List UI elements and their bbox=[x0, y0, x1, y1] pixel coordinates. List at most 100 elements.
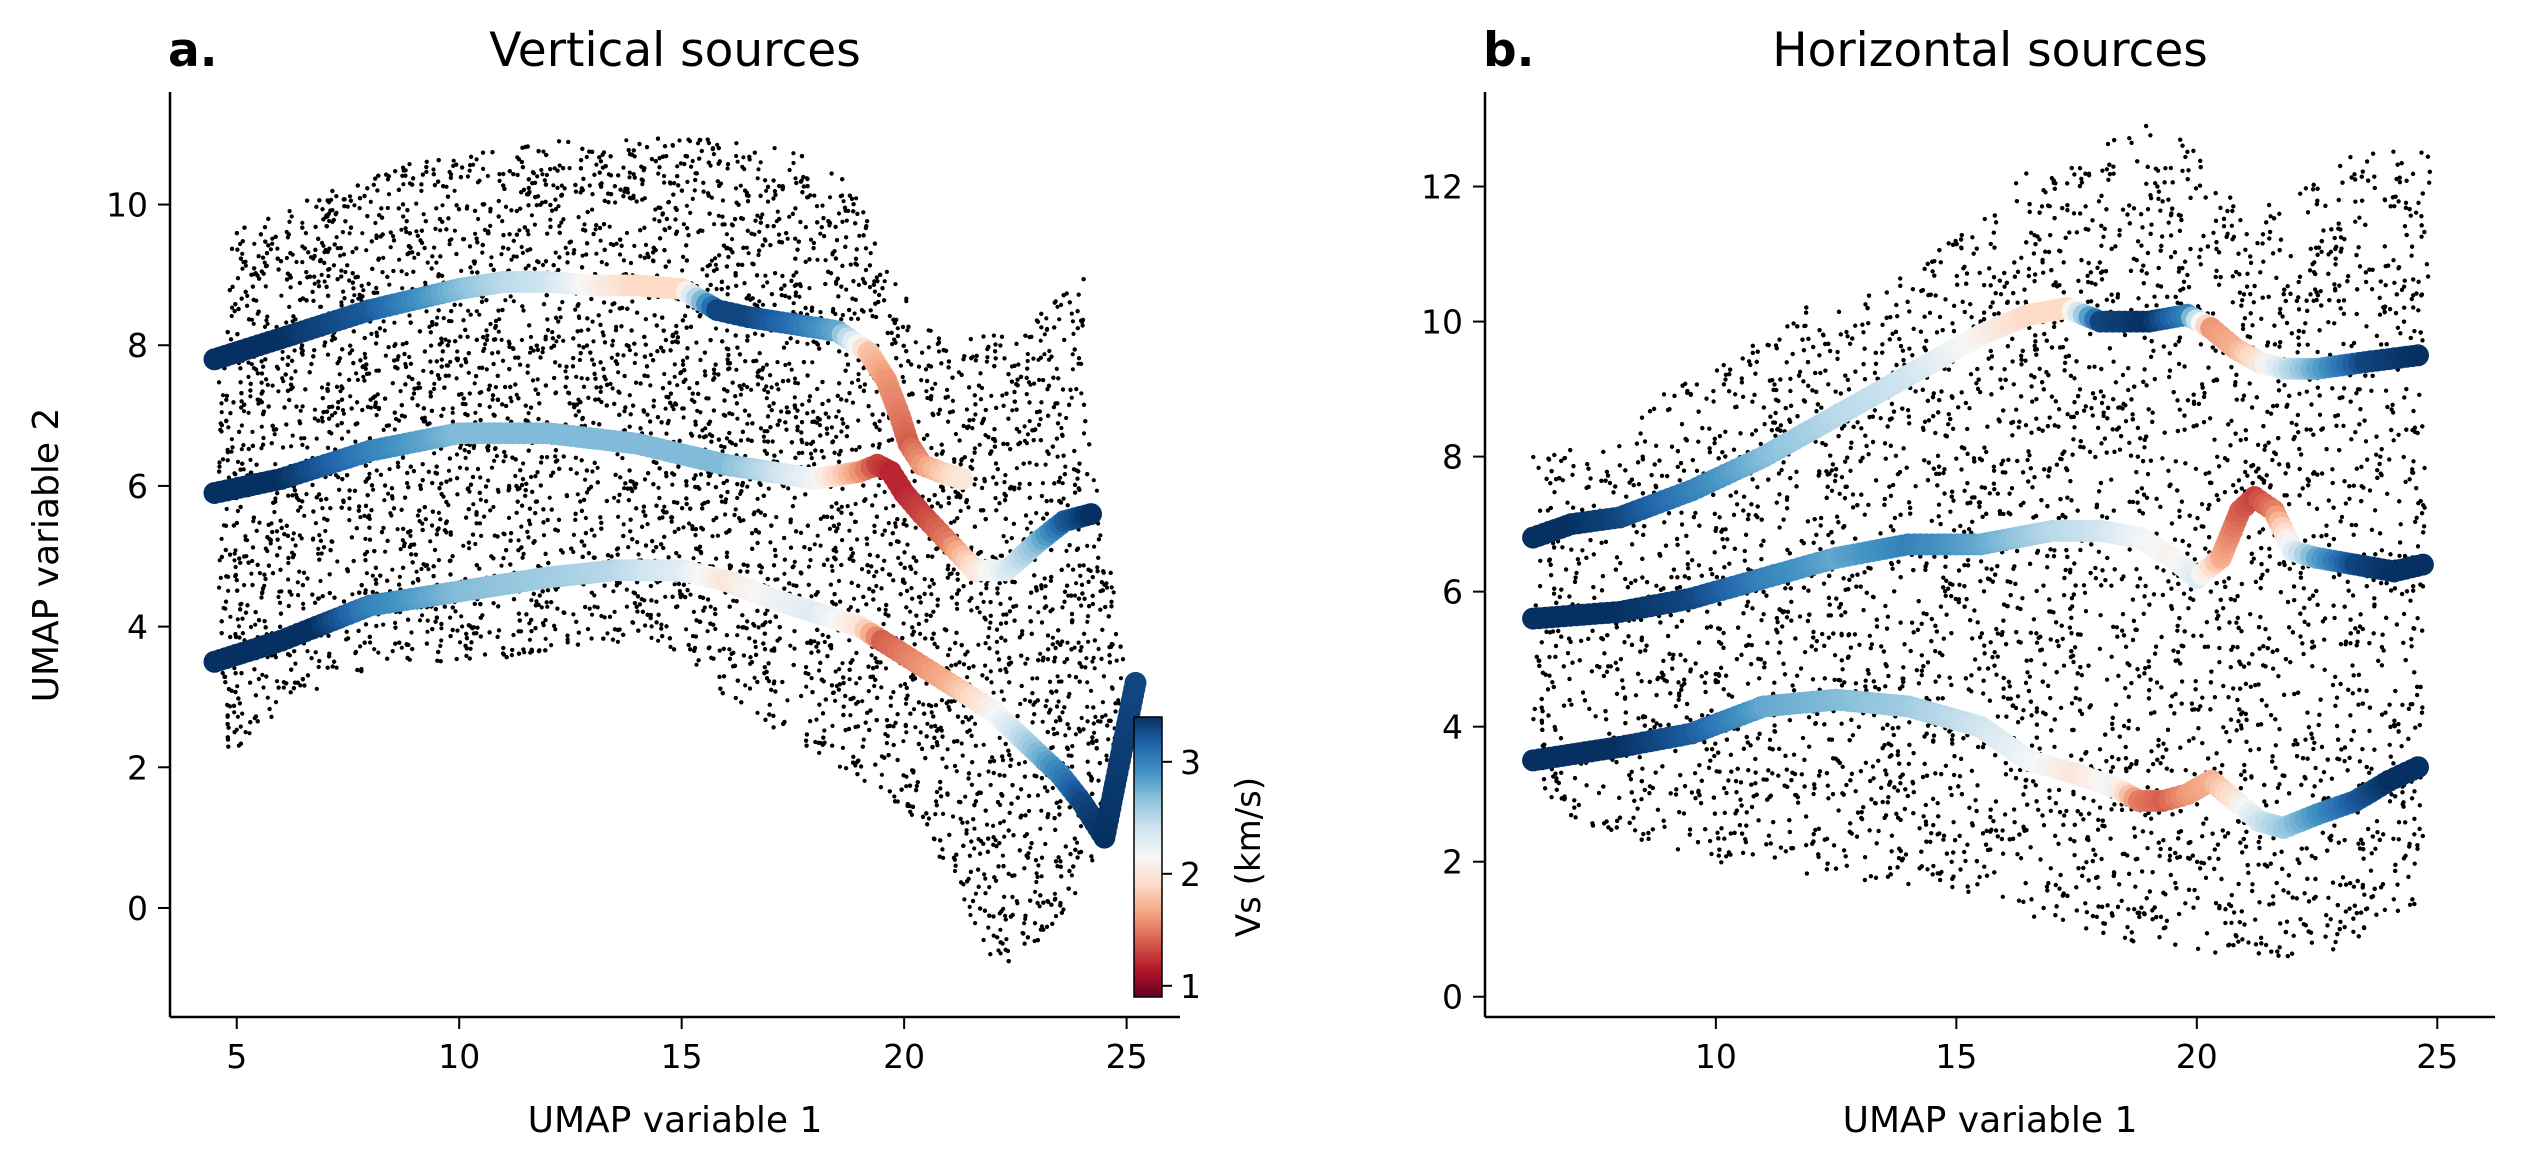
cloud-point bbox=[955, 606, 960, 612]
cloud-point bbox=[624, 587, 629, 592]
cloud-point bbox=[300, 260, 305, 265]
cloud-point bbox=[746, 251, 751, 256]
cloud-point bbox=[814, 204, 820, 209]
cloud-point bbox=[496, 308, 501, 313]
cloud-point bbox=[876, 445, 881, 450]
cloud-point bbox=[690, 158, 695, 164]
cloud-point bbox=[950, 398, 956, 403]
cloud-point bbox=[545, 455, 550, 460]
cloud-point bbox=[905, 328, 910, 333]
cloud-point bbox=[745, 619, 750, 624]
cloud-point bbox=[688, 210, 693, 215]
cloud-point bbox=[869, 653, 874, 658]
cloud-point bbox=[417, 519, 422, 524]
cloud-point bbox=[856, 378, 861, 383]
cloud-point bbox=[847, 677, 852, 682]
cloud-point bbox=[836, 522, 842, 527]
cloud-point bbox=[1000, 758, 1006, 763]
cloud-point bbox=[362, 378, 367, 383]
cloud-point bbox=[334, 665, 339, 670]
cloud-point bbox=[874, 275, 879, 280]
cloud-point bbox=[1031, 356, 1036, 361]
cloud-point bbox=[519, 244, 524, 250]
cloud-point bbox=[550, 330, 555, 335]
cloud-point bbox=[968, 580, 974, 585]
cloud-point bbox=[773, 614, 779, 620]
cloud-point bbox=[467, 168, 472, 173]
cloud-point bbox=[350, 348, 355, 353]
cloud-point bbox=[1022, 921, 1027, 926]
cloud-point bbox=[1000, 853, 1006, 858]
cloud-point bbox=[818, 543, 823, 548]
cloud-point bbox=[457, 465, 463, 470]
cloud-point bbox=[719, 499, 725, 504]
cloud-point bbox=[848, 713, 853, 718]
cloud-point bbox=[371, 487, 376, 492]
cloud-point bbox=[908, 674, 914, 680]
cloud-point bbox=[621, 522, 626, 527]
cloud-point bbox=[952, 519, 957, 524]
cloud-point bbox=[653, 207, 658, 212]
cloud-point bbox=[836, 409, 841, 414]
cloud-point bbox=[823, 258, 828, 263]
cloud-point bbox=[246, 410, 251, 415]
cloud-point bbox=[684, 203, 690, 208]
cloud-point bbox=[800, 402, 805, 407]
cloud-point bbox=[959, 741, 964, 746]
cloud-point bbox=[822, 728, 827, 733]
cloud-point bbox=[687, 386, 692, 391]
cloud-point bbox=[459, 363, 464, 368]
cloud-point bbox=[519, 524, 524, 529]
cloud-point bbox=[573, 307, 578, 312]
cloud-point bbox=[879, 685, 884, 690]
cloud-point bbox=[925, 395, 930, 401]
cloud-point bbox=[240, 251, 245, 256]
cloud-point bbox=[624, 138, 629, 143]
cloud-point bbox=[576, 215, 581, 220]
cloud-point bbox=[852, 311, 857, 316]
cloud-point bbox=[738, 183, 743, 188]
cloud-point bbox=[326, 274, 331, 279]
cloud-point bbox=[977, 772, 982, 778]
cloud-point bbox=[589, 612, 595, 617]
cloud-point bbox=[398, 547, 403, 552]
cloud-point bbox=[720, 198, 726, 203]
cloud-point bbox=[755, 710, 760, 716]
cloud-point bbox=[531, 348, 536, 353]
cloud-point bbox=[444, 184, 449, 189]
cloud-point bbox=[893, 524, 898, 529]
cloud-point bbox=[892, 794, 897, 799]
cloud-point bbox=[760, 302, 766, 307]
cloud-point bbox=[887, 313, 892, 319]
cloud-point bbox=[856, 282, 862, 287]
cloud-point bbox=[662, 180, 667, 185]
cloud-point bbox=[336, 475, 341, 480]
cloud-point bbox=[495, 487, 500, 492]
cloud-point bbox=[616, 370, 621, 375]
cloud-point bbox=[1004, 669, 1009, 675]
cloud-point bbox=[853, 501, 858, 507]
cloud-point bbox=[1072, 593, 1078, 598]
cloud-point bbox=[592, 593, 597, 598]
cloud-point bbox=[1067, 691, 1072, 697]
cloud-point bbox=[1022, 424, 1027, 429]
cloud-point bbox=[592, 604, 597, 609]
cloud-point bbox=[1074, 387, 1079, 392]
cloud-point bbox=[448, 477, 453, 482]
cloud-point bbox=[476, 216, 481, 222]
cloud-point bbox=[346, 429, 351, 434]
cloud-point bbox=[1104, 757, 1109, 763]
cloud-point bbox=[688, 592, 693, 597]
cloud-point bbox=[670, 340, 675, 345]
cloud-point bbox=[850, 400, 856, 405]
cloud-point bbox=[815, 257, 820, 262]
cloud-point bbox=[391, 234, 396, 239]
cloud-point bbox=[873, 656, 878, 661]
cloud-point bbox=[779, 409, 784, 414]
cloud-point bbox=[1079, 391, 1084, 396]
cloud-point bbox=[431, 386, 437, 391]
cloud-point bbox=[861, 737, 866, 742]
cloud-point bbox=[1016, 362, 1021, 367]
cloud-point bbox=[1103, 713, 1108, 718]
cloud-point bbox=[680, 268, 685, 273]
